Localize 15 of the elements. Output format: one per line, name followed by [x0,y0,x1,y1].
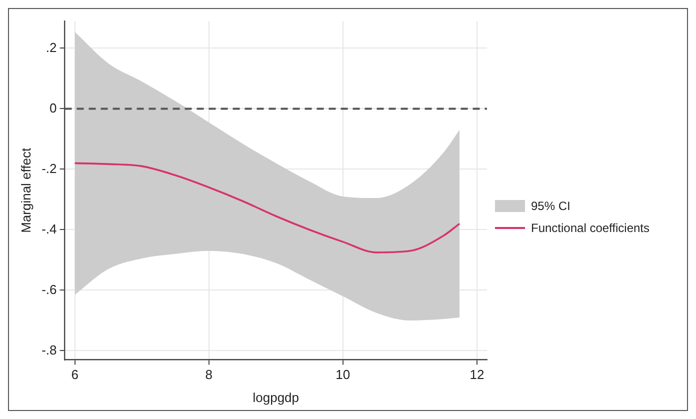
x-tick-label: 8 [205,367,212,382]
y-tick-label: -.2 [42,160,57,176]
legend-label: Functional coefficients [531,221,650,235]
x-tick-label: 10 [336,367,350,382]
x-tick-label: 6 [71,367,78,382]
y-tick-label: 0 [50,100,57,116]
x-tick-label: 12 [470,367,484,382]
text: 95% CI [531,199,570,213]
y-axis-title: Marginal effect [18,148,34,233]
y-tick-label: -.4 [42,221,57,236]
y-tick-label: -.6 [42,282,57,297]
x-axis-title: logpgdp [252,390,300,405]
y-tick-label: .2 [46,40,57,55]
y-tick-label: -.8 [42,342,57,358]
line-series [74,162,460,254]
